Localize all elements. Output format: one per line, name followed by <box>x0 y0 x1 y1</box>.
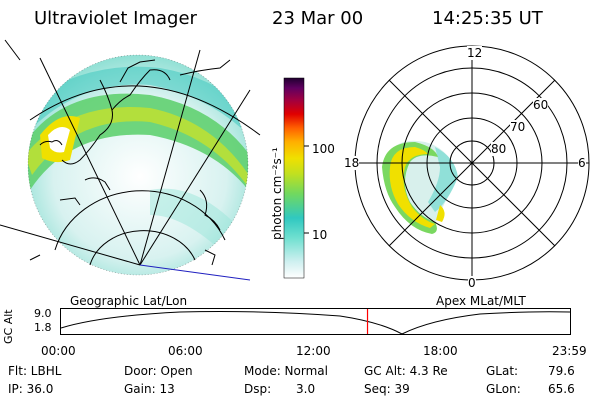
geographic-uv-image <box>0 39 261 281</box>
mlat-label-80: 80 <box>491 142 507 156</box>
altitude-tick-high: 9.0 <box>34 307 52 320</box>
time-tick-2359: 23:59 <box>552 344 587 358</box>
title: Ultraviolet Imager <box>34 8 197 29</box>
time-tick-0600: 06:00 <box>168 344 203 358</box>
status-gc-alt: GC Alt: 4.3 Re <box>364 364 448 378</box>
polar-plot <box>354 45 590 281</box>
mlt-label-12: 12 <box>467 46 483 60</box>
mlt-label-6: 6 <box>578 156 586 170</box>
polar-caption: Apex MLat/MLT <box>436 294 526 308</box>
mlt-label-18: 18 <box>344 156 360 170</box>
time-tick-0000: 00:00 <box>41 344 76 358</box>
colorbar <box>283 77 309 279</box>
status-glat-value: 79.6 <box>548 364 575 378</box>
altitude-axis-label: GC Alt <box>2 309 15 344</box>
status-ip: IP: 36.0 <box>8 382 54 396</box>
mlat-label-70: 70 <box>510 120 526 134</box>
mlt-label-0: 0 <box>468 276 476 290</box>
colorbar-unit-label: photon cm⁻²s⁻¹ <box>270 147 284 240</box>
colorbar-tick-100: 100 <box>312 142 335 156</box>
time-tick-1800: 18:00 <box>423 344 458 358</box>
status-glon-value: 65.6 <box>548 382 575 396</box>
status-seq: Seq: 39 <box>364 382 410 396</box>
status-glat-label: GLat: <box>486 364 519 378</box>
altitude-strip <box>60 308 571 335</box>
status-door: Door: Open <box>124 364 193 378</box>
time-tick-1200: 12:00 <box>296 344 331 358</box>
status-dsp-label: Dsp: <box>244 382 272 396</box>
geo-caption: Geographic Lat/Lon <box>70 294 188 308</box>
altitude-tick-low: 1.8 <box>34 321 52 334</box>
date: 23 Mar 00 <box>272 8 364 29</box>
colorbar-tick-10: 10 <box>312 228 328 242</box>
status-filter: Flt: LBHL <box>8 364 62 378</box>
status-dsp-value: 3.0 <box>296 382 316 396</box>
status-glon-label: GLon: <box>486 382 521 396</box>
time-ut: 14:25:35 UT <box>432 8 543 29</box>
mlat-label-60: 60 <box>533 98 549 112</box>
status-mode: Mode: Normal <box>244 364 328 378</box>
status-gain: Gain: 13 <box>124 382 175 396</box>
